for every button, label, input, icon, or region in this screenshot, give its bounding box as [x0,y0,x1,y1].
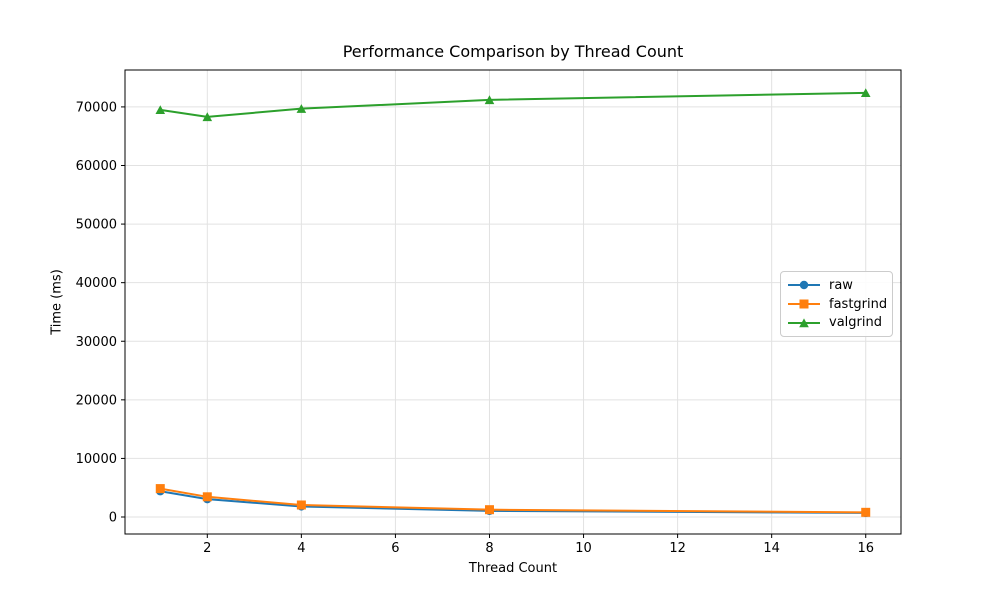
marker-fastgrind [202,492,212,502]
x-tick-label: 12 [669,541,686,556]
y-axis-label: Time (ms) [49,269,65,335]
legend-item-valgrind: valgrind [787,313,884,332]
marker-valgrind [860,88,871,98]
series-line-valgrind [160,91,866,118]
x-tick-label: 4 [297,541,305,556]
legend-label: valgrind [829,315,882,331]
marker-fastgrind [296,500,306,510]
x-axis-label: Thread Count [468,561,558,576]
marker-valgrind [202,112,213,122]
marker-valgrind [484,95,495,105]
marker-fastgrind [155,484,165,494]
chart-title: Performance Comparison by Thread Count [342,42,684,61]
x-tick-label: 10 [575,541,592,556]
y-tick-label: 0 [109,511,117,526]
y-tick-label: 40000 [76,276,117,291]
x-tick-label: 2 [203,541,211,556]
axes-spines [124,69,902,535]
legend-square-swatch [788,299,820,309]
legend-circle-swatch [788,281,820,290]
y-tick-label: 50000 [76,218,117,233]
legend-item-raw: raw [787,276,884,295]
legend-label: fastgrind [829,296,888,312]
y-tick-label: 20000 [76,393,117,408]
legend-item-fastgrind: fastgrind [787,295,888,314]
x-tick-label: 16 [857,541,874,556]
marker-valgrind [155,105,166,115]
marker-fastgrind [861,507,871,517]
y-tick-label: 30000 [76,335,117,350]
x-tick-label: 8 [485,541,493,556]
legend-triangle-swatch [788,318,820,327]
x-tick-label: 14 [763,541,780,556]
legend: raw fastgrind valgrind [780,271,893,337]
y-tick-label: 70000 [76,100,117,115]
y-tick-label: 60000 [76,159,117,174]
y-tick-label: 10000 [76,452,117,467]
series-line-fastgrind [160,487,866,514]
marker-valgrind [296,104,307,113]
x-tick-label: 6 [391,541,399,556]
legend-label: raw [829,277,853,293]
marker-fastgrind [484,505,494,515]
